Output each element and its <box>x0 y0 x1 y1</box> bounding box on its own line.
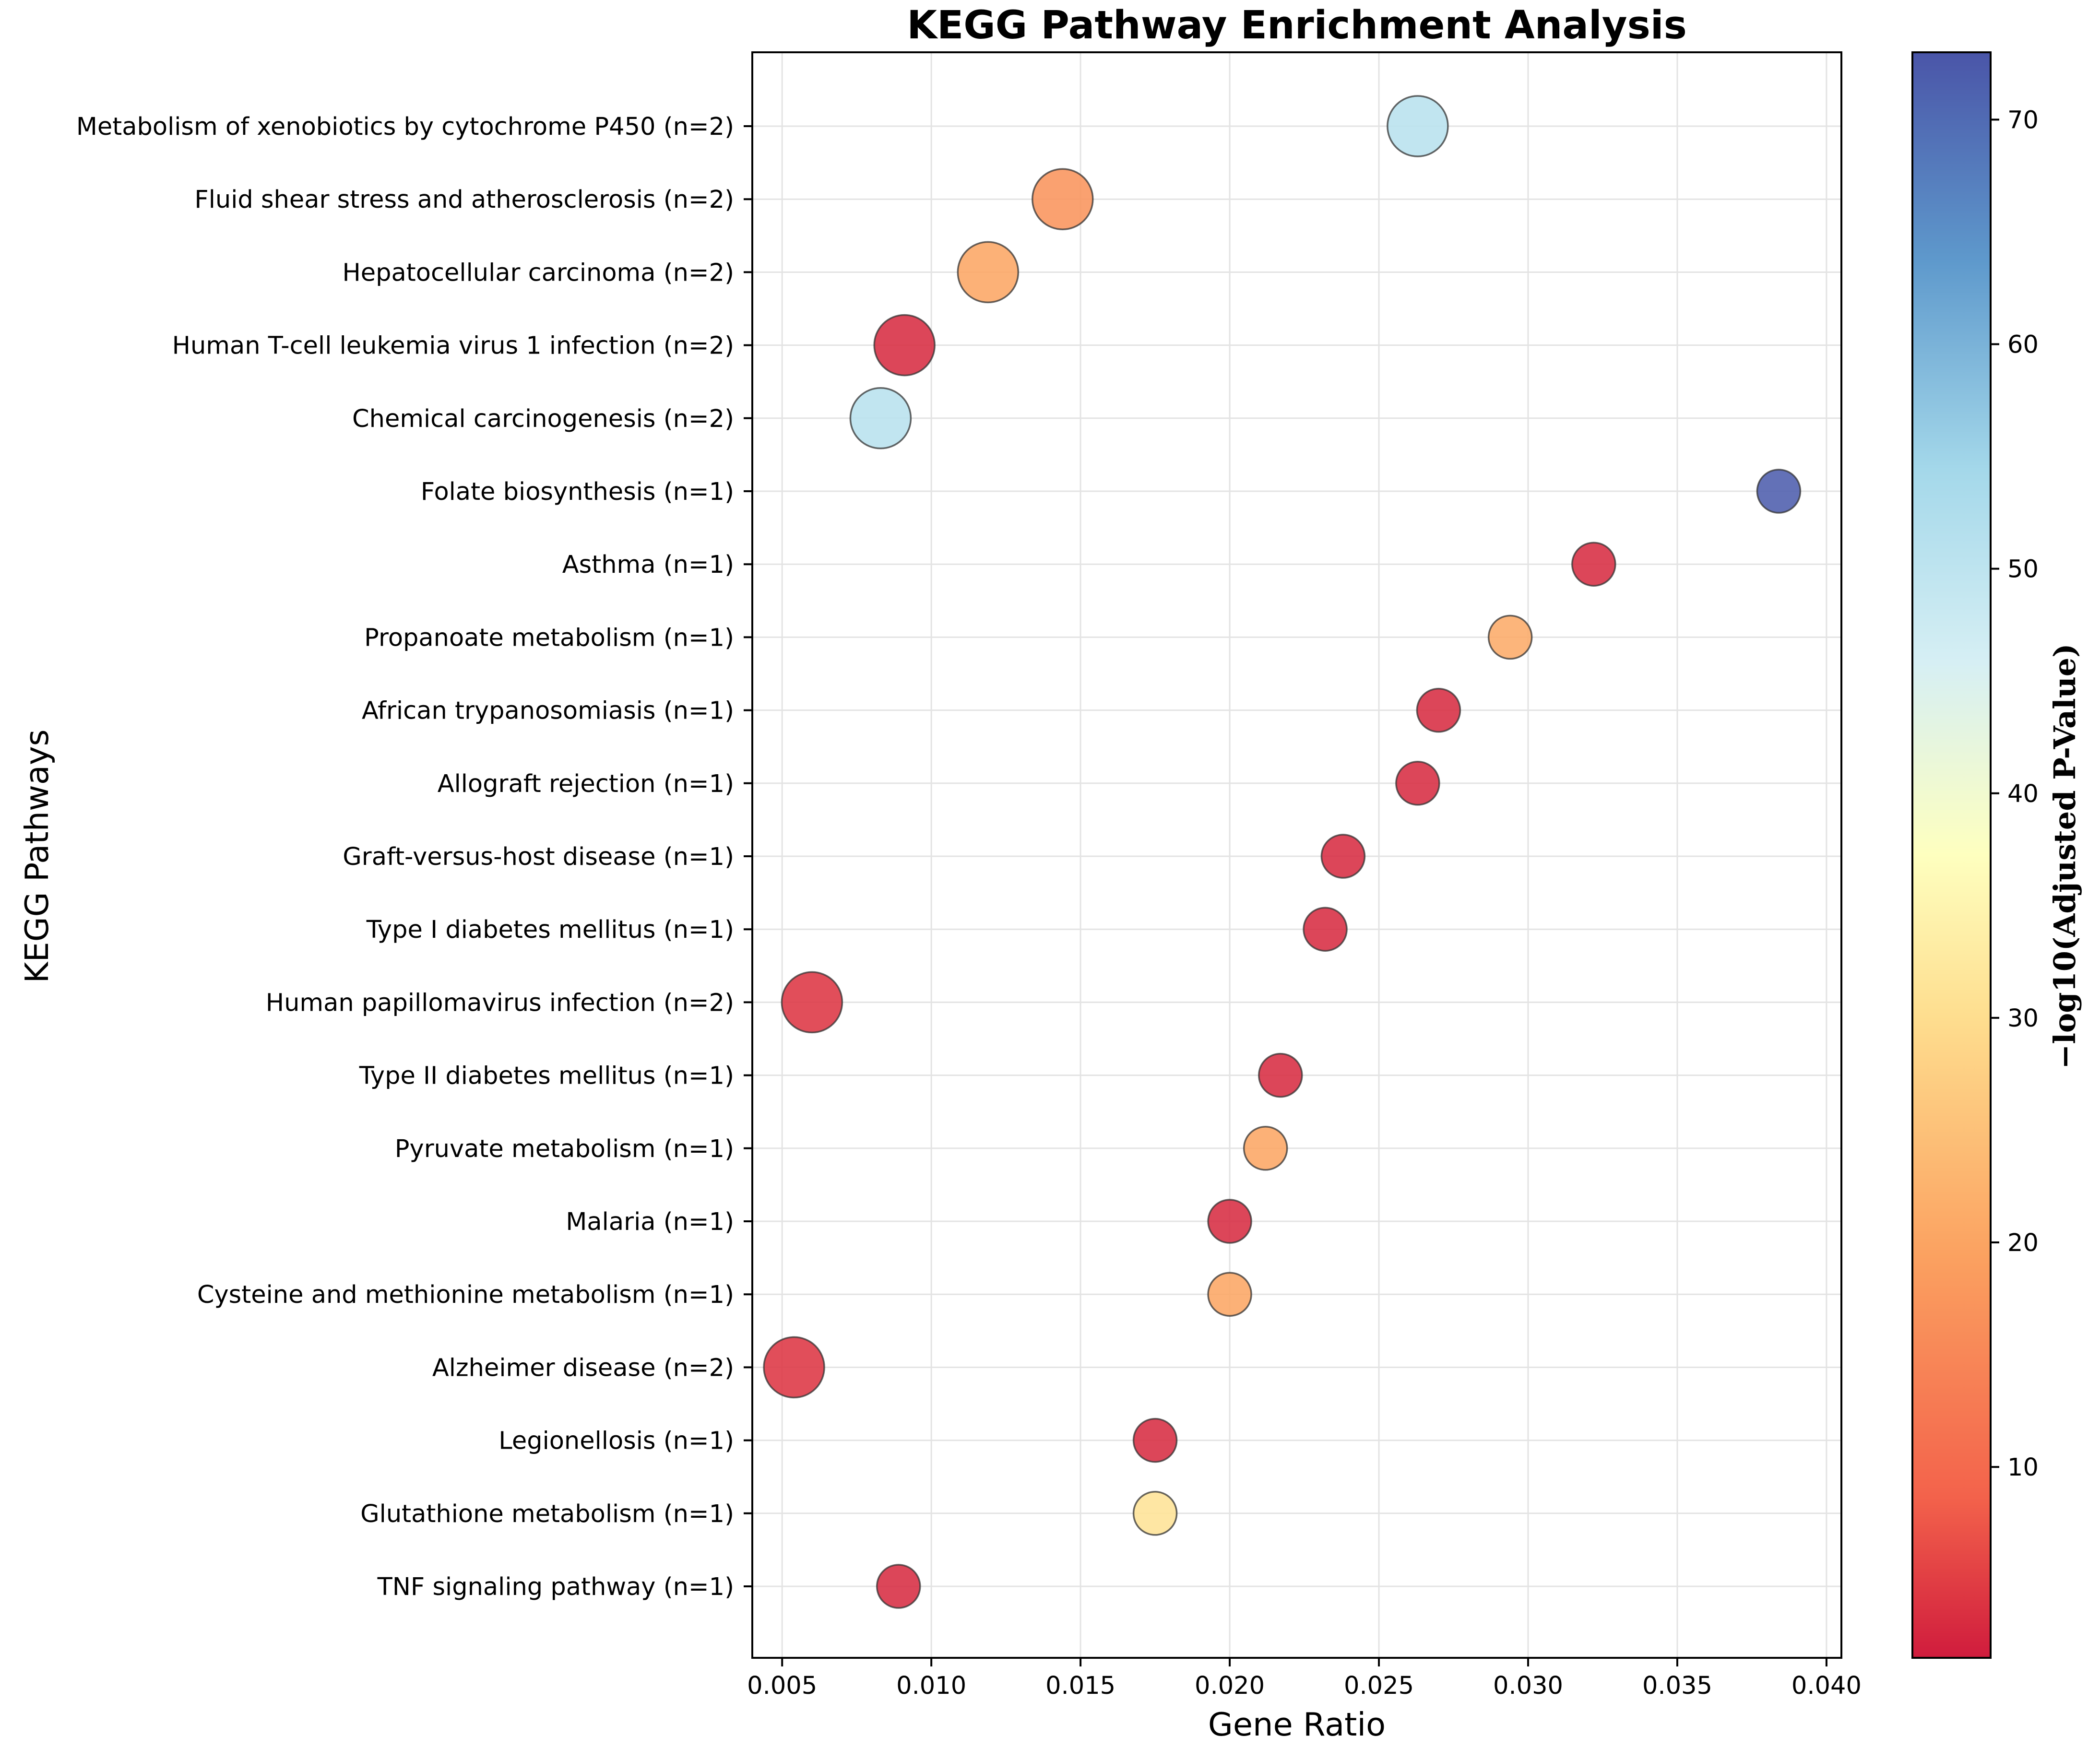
colorbar-tick-label: 40 <box>2007 780 2039 808</box>
y-tick-label: Chemical carcinogenesis (n=2) <box>352 405 734 433</box>
x-axis: 0.005 0.010 0.015 0.020 0.025 0.030 0.035 0.040 <box>747 1658 1862 1700</box>
y-tick-label: Pyruvate metabolism (n=1) <box>395 1135 734 1163</box>
x-tick-label: 0.005 <box>747 1672 817 1700</box>
y-tick-label: Graft-versus-host disease (n=1) <box>343 843 734 871</box>
x-tick-label: 0.010 <box>896 1672 966 1700</box>
pathway-bubble <box>763 1336 825 1399</box>
y-axis-label: KEGG Pathways <box>18 730 56 983</box>
x-tick-label: 0.025 <box>1344 1672 1414 1700</box>
pathway-bubble <box>781 971 843 1034</box>
y-tick-label: TNF signaling pathway (n=1) <box>377 1573 734 1601</box>
y-tick-label: Propanoate metabolism (n=1) <box>364 624 734 652</box>
x-axis-label: Gene Ratio <box>1208 1706 1386 1743</box>
pathway-bubble <box>876 1564 921 1609</box>
y-tick-label: Folate biosynthesis (n=1) <box>421 478 734 506</box>
plot-frame <box>751 51 1842 1659</box>
pathway-bubble <box>1416 687 1461 733</box>
pathway-bubble <box>873 314 936 377</box>
pathway-bubble <box>1032 168 1094 230</box>
x-tick-label: 0.015 <box>1045 1672 1115 1700</box>
pathway-bubble <box>957 241 1020 304</box>
y-tick-label: Cysteine and methionine metabolism (n=1) <box>197 1281 734 1309</box>
pathway-bubble <box>1395 761 1440 806</box>
pathway-bubble <box>1243 1126 1288 1171</box>
pathway-bubble <box>1258 1052 1303 1098</box>
y-tick-label: African trypanosomiasis (n=1) <box>362 697 734 725</box>
y-tick-label: Asthma (n=1) <box>562 551 734 579</box>
y-tick-label: Legionellosis (n=1) <box>498 1427 734 1455</box>
y-tick-label: Glutathione metabolism (n=1) <box>360 1500 734 1528</box>
x-tick-label: 0.020 <box>1195 1672 1265 1700</box>
colorbar <box>1911 51 1992 1659</box>
x-tick-label: 0.040 <box>1792 1672 1862 1700</box>
x-tick-label: 0.030 <box>1493 1672 1563 1700</box>
colorbar-tick-label: 30 <box>2007 1004 2039 1033</box>
grid-layer <box>752 52 1841 1658</box>
colorbar-ticks: 10 20 30 40 50 60 70 <box>1991 106 2039 1482</box>
pathway-bubble <box>1132 1491 1178 1536</box>
colorbar-tick-label: 20 <box>2007 1229 2039 1257</box>
pathway-bubble <box>1487 614 1533 660</box>
y-tick-label: Hepatocellular carcinoma (n=2) <box>342 259 734 287</box>
pathway-bubble <box>849 387 912 449</box>
pathway-bubble <box>1303 907 1348 952</box>
pathway-bubble <box>1756 469 1802 514</box>
bubble-layer <box>763 95 1802 1609</box>
pathway-bubble <box>1207 1272 1252 1317</box>
pathway-bubble <box>1207 1199 1252 1244</box>
colorbar-tick-label: 10 <box>2007 1453 2039 1482</box>
y-axis: Metabolism of xenobiotics by cytochrome … <box>76 113 752 1601</box>
y-tick-label: Allograft rejection (n=1) <box>438 770 734 798</box>
colorbar-label: −log10(Adjusted P-Value) <box>2047 643 2082 1069</box>
y-tick-label: Human papillomavirus infection (n=2) <box>266 989 734 1017</box>
colorbar-tick-label: 70 <box>2007 106 2039 134</box>
pathway-bubble <box>1132 1417 1178 1463</box>
y-tick-label: Human T-cell leukemia virus 1 infection … <box>172 332 734 360</box>
pathway-bubble <box>1387 95 1449 157</box>
x-tick-label: 0.035 <box>1642 1672 1712 1700</box>
colorbar-tick-label: 50 <box>2007 555 2039 584</box>
y-tick-label: Type II diabetes mellitus (n=1) <box>359 1062 734 1090</box>
colorbar-tick-label: 60 <box>2007 331 2039 359</box>
pathway-bubble <box>1320 834 1366 879</box>
y-tick-label: Fluid shear stress and atherosclerosis (… <box>194 186 734 214</box>
chart-title: KEGG Pathway Enrichment Analysis <box>907 3 1687 48</box>
y-tick-label: Malaria (n=1) <box>566 1208 734 1236</box>
y-tick-label: Type I diabetes mellitus (n=1) <box>366 916 734 944</box>
y-tick-label: Metabolism of xenobiotics by cytochrome … <box>76 113 734 141</box>
y-tick-label: Alzheimer disease (n=2) <box>432 1354 734 1382</box>
pathway-bubble <box>1571 542 1616 587</box>
